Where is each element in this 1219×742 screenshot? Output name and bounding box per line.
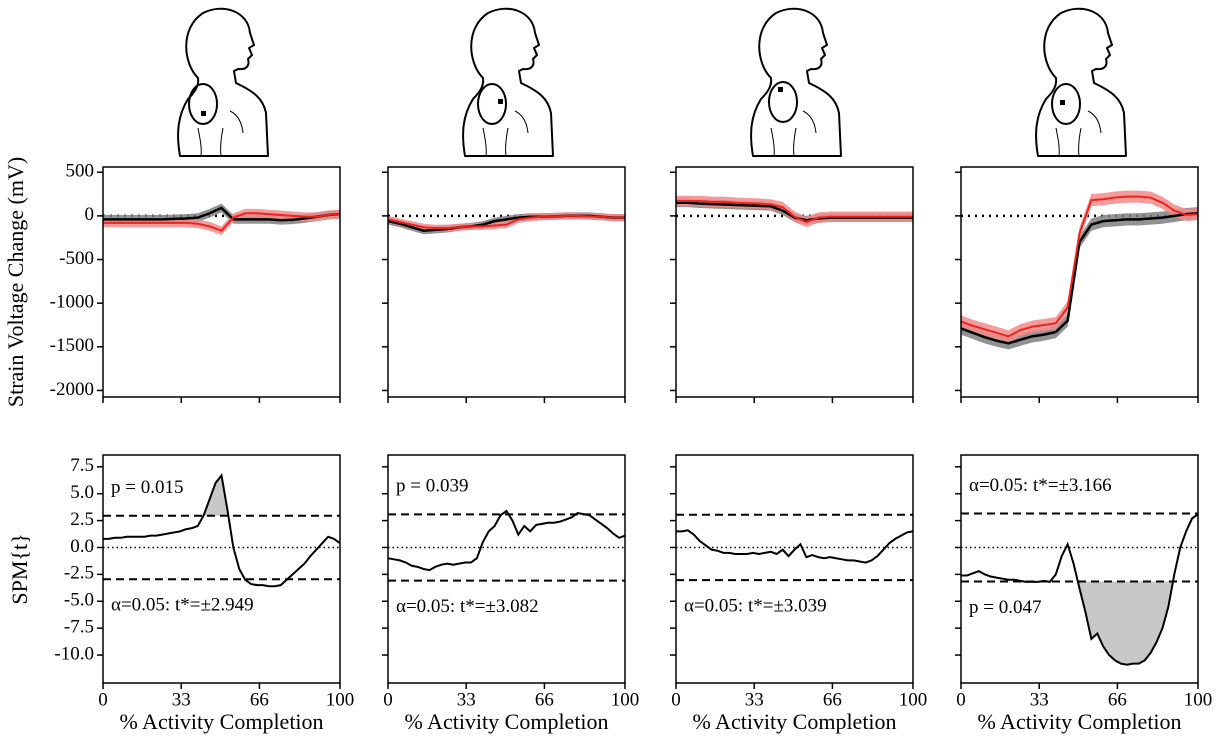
band xyxy=(676,196,913,227)
frame xyxy=(388,167,625,397)
threshold-annotation: α=0.05: t*=±2.949 xyxy=(111,595,254,616)
x-tick-label: 100 xyxy=(326,689,355,710)
x-tick-label: 100 xyxy=(611,689,640,710)
y-axis-label: Strain Voltage Change (mV) xyxy=(3,157,28,407)
x-tick-label: 0 xyxy=(98,689,108,710)
x-tick-label: 0 xyxy=(383,689,393,710)
threshold-annotation: α=0.05: t*=±3.166 xyxy=(969,475,1112,496)
y-tick-label: -1000 xyxy=(50,292,94,313)
y-tick-label: -10.0 xyxy=(54,643,94,664)
plot-area xyxy=(388,511,625,581)
cluster-shade xyxy=(388,511,625,570)
p-annotation: p = 0.039 xyxy=(396,476,468,497)
y-tick-label: 2.5 xyxy=(70,509,94,530)
plot-area xyxy=(388,212,625,234)
frame xyxy=(676,455,913,683)
x-tick-label: 66 xyxy=(823,689,842,710)
x-tick-label: 100 xyxy=(899,689,928,710)
y-tick-label: -7.5 xyxy=(64,617,94,638)
x-tick-label: 66 xyxy=(250,689,269,710)
x-tick-label: 100 xyxy=(1184,689,1213,710)
x-axis-label: % Activity Completion xyxy=(977,709,1181,734)
spm-curve xyxy=(676,530,913,562)
x-axis-label: % Activity Completion xyxy=(404,709,608,734)
plot-area xyxy=(676,515,913,580)
plot-area xyxy=(103,204,340,235)
x-tick-label: 33 xyxy=(457,689,476,710)
y-axis-label: SPM{t} xyxy=(7,533,32,604)
y-tick-label: 7.5 xyxy=(70,455,94,476)
frame xyxy=(103,167,340,397)
threshold-annotation: α=0.05: t*=±3.082 xyxy=(396,596,539,617)
x-axis-label: % Activity Completion xyxy=(692,709,896,734)
x-tick-label: 66 xyxy=(1108,689,1127,710)
plot-area xyxy=(961,191,1198,350)
plot-area xyxy=(676,196,913,227)
y-tick-label: -2000 xyxy=(50,379,94,400)
body-icon xyxy=(178,9,268,156)
y-tick-label: 0 xyxy=(85,204,95,225)
plot-area xyxy=(961,513,1198,664)
p-annotation: p = 0.047 xyxy=(969,597,1041,618)
body-icon xyxy=(751,9,841,156)
y-tick-label: -500 xyxy=(59,248,94,269)
p-annotation: p = 0.015 xyxy=(111,477,183,498)
x-axis-label: % Activity Completion xyxy=(119,709,323,734)
y-tick-label: 5.0 xyxy=(70,482,94,503)
figure: 500 0 -500 -1000 -1500 -2000 Strain Voltage Ch… xyxy=(0,0,1219,742)
body-icon xyxy=(463,9,553,156)
y-tick-label: -2.5 xyxy=(64,563,94,584)
body-icon xyxy=(1036,9,1126,156)
x-tick-label: 33 xyxy=(745,689,764,710)
spm-curve xyxy=(388,511,625,570)
threshold-annotation: α=0.05: t*=±3.039 xyxy=(684,596,827,617)
y-tick-label: -1500 xyxy=(50,335,94,356)
x-tick-label: 66 xyxy=(535,689,554,710)
x-tick-label: 33 xyxy=(172,689,191,710)
x-tick-label: 0 xyxy=(956,689,966,710)
y-tick-label: 0.0 xyxy=(70,536,94,557)
x-tick-label: 0 xyxy=(671,689,681,710)
y-tick-label: -5.0 xyxy=(64,590,94,611)
x-tick-label: 33 xyxy=(1030,689,1049,710)
y-tick-label: 500 xyxy=(66,161,95,182)
